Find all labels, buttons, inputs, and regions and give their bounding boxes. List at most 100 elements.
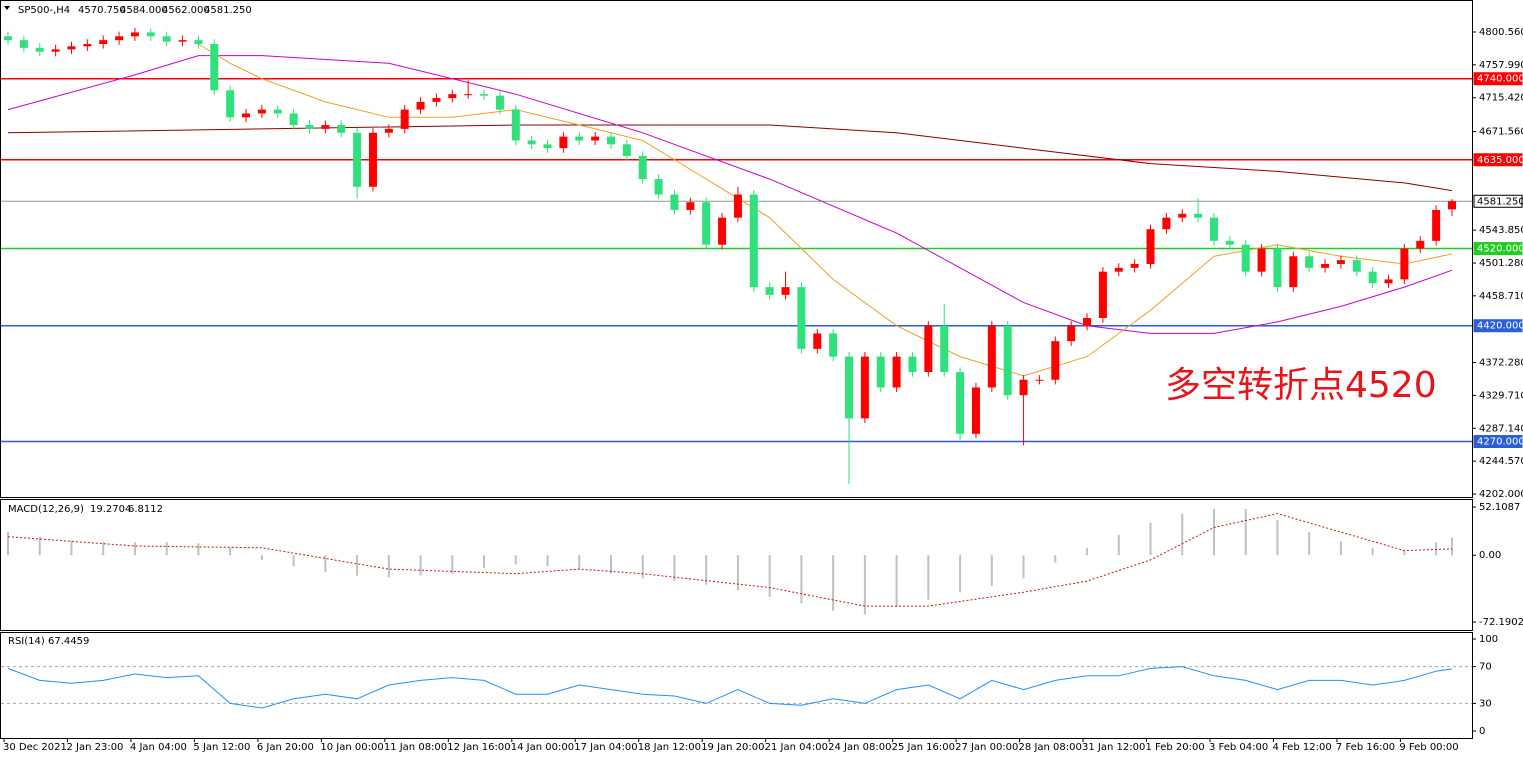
candle-body (1289, 256, 1298, 288)
y-tick-label: 70 (1479, 662, 1492, 673)
y-tick-label: 4501.280 (1479, 258, 1523, 269)
x-tick-label: 25 Jan 16:00 (892, 742, 955, 753)
y-tick-label: 4671.560 (1479, 127, 1523, 138)
candle-body (654, 179, 663, 195)
candle-body (924, 325, 933, 373)
x-tick-label: 21 Jan 04:00 (765, 742, 828, 753)
candle-body (1336, 260, 1345, 264)
candle-body (1067, 325, 1076, 342)
candle-body (1146, 229, 1155, 264)
header-value: 4562.000 (162, 5, 210, 16)
candle-body (130, 32, 139, 37)
level-label: 4635.000 (1477, 155, 1523, 166)
candle-body (384, 128, 393, 133)
candle-body (686, 202, 695, 210)
level-label: 4581.250 (1477, 196, 1523, 207)
candle-body (368, 132, 377, 187)
candle-body (448, 94, 457, 99)
level-label-box (1473, 242, 1523, 256)
candle-body (1273, 248, 1282, 288)
candle-body (432, 98, 441, 102)
candle-body (733, 194, 742, 218)
candle-body (1448, 201, 1456, 210)
y-tick-label: 100 (1479, 634, 1498, 645)
x-tick-label: 18 Jan 12:00 (638, 742, 701, 753)
chart-title: SP500-,H4 (18, 5, 70, 16)
y-tick-label: 4329.710 (1479, 390, 1523, 401)
candle-body (178, 40, 187, 42)
level-label-box (1473, 435, 1523, 449)
candle-body (908, 356, 917, 373)
level-label: 4270.000 (1477, 437, 1523, 448)
y-tick-label: 0 (1479, 726, 1485, 737)
x-tick-label: 19 Jan 20:00 (701, 742, 764, 753)
candle-body (1368, 271, 1377, 284)
x-tick-label: 6 Jan 20:00 (257, 742, 314, 753)
candle-body (1194, 213, 1203, 218)
candle-body (321, 125, 330, 129)
candle-body (210, 43, 219, 91)
candle-body (940, 325, 949, 373)
candle-body (353, 132, 362, 187)
x-tick-label: 12 Jan 16:00 (447, 742, 510, 753)
candle-body (1225, 240, 1234, 245)
header-value: 4570.750 (78, 5, 126, 16)
x-tick-label: 5 Jan 12:00 (193, 742, 250, 753)
annotation: 多空转折点4520 (1165, 365, 1437, 406)
candle-body (749, 194, 758, 288)
pane-value: 6.8112 (128, 504, 163, 515)
x-tick-label: 28 Jan 08:00 (1019, 742, 1082, 753)
moving-average (7, 124, 1453, 192)
header-value: 4584.000 (120, 5, 168, 16)
candle-body (575, 136, 584, 141)
candle-body (987, 325, 996, 388)
candle-body (337, 125, 346, 133)
candle-body (845, 356, 854, 419)
x-tick-label: 30 Dec 2021 (3, 742, 67, 753)
candle-body (83, 43, 92, 47)
candle-body (1400, 248, 1409, 280)
x-tick-label: 3 Feb 04:00 (1209, 742, 1268, 753)
y-tick-label: 30 (1479, 698, 1492, 709)
candle-body (1130, 263, 1139, 268)
candle-body (860, 356, 869, 419)
candle-body (162, 36, 171, 42)
y-tick-label: -72.1902 (1479, 617, 1523, 628)
x-tick-label: 4 Feb 12:00 (1272, 742, 1331, 753)
candle-body (971, 387, 980, 434)
candle-body (242, 113, 251, 118)
level-label-box (1473, 153, 1523, 167)
y-tick-label: 4372.280 (1479, 358, 1523, 369)
x-tick-label: 17 Jan 04:00 (574, 742, 637, 753)
candle-body (19, 40, 28, 48)
y-tick-label: 4800.560 (1479, 27, 1523, 38)
y-tick-label: 4757.990 (1479, 60, 1523, 71)
x-tick-label: 11 Jan 08:00 (384, 742, 447, 753)
candle-body (1051, 341, 1060, 380)
candle-body (1416, 240, 1425, 249)
candle-body (543, 144, 552, 149)
candle-body (892, 356, 901, 388)
candle-body (226, 90, 235, 118)
candle-body (257, 109, 266, 114)
level-label: 4520.000 (1477, 244, 1523, 255)
candle-body (622, 144, 631, 156)
candle-body (99, 40, 108, 44)
candle-body (1098, 271, 1107, 319)
rsi-line (7, 666, 1453, 709)
moving-average (7, 55, 1453, 334)
candle-body (718, 217, 727, 245)
x-tick-label: 27 Jan 00:00 (955, 742, 1018, 753)
candle-body (4, 36, 12, 41)
candle-body (527, 140, 536, 145)
candle-body (194, 40, 203, 44)
candle-body (1162, 217, 1171, 230)
candle-body (416, 101, 425, 110)
menu-arrow (4, 6, 10, 10)
candle-body (1384, 279, 1393, 284)
candle-body (289, 113, 298, 126)
x-tick-label: 10 Jan 00:00 (320, 742, 383, 753)
candle-body (606, 136, 615, 145)
candle-body (464, 94, 473, 96)
